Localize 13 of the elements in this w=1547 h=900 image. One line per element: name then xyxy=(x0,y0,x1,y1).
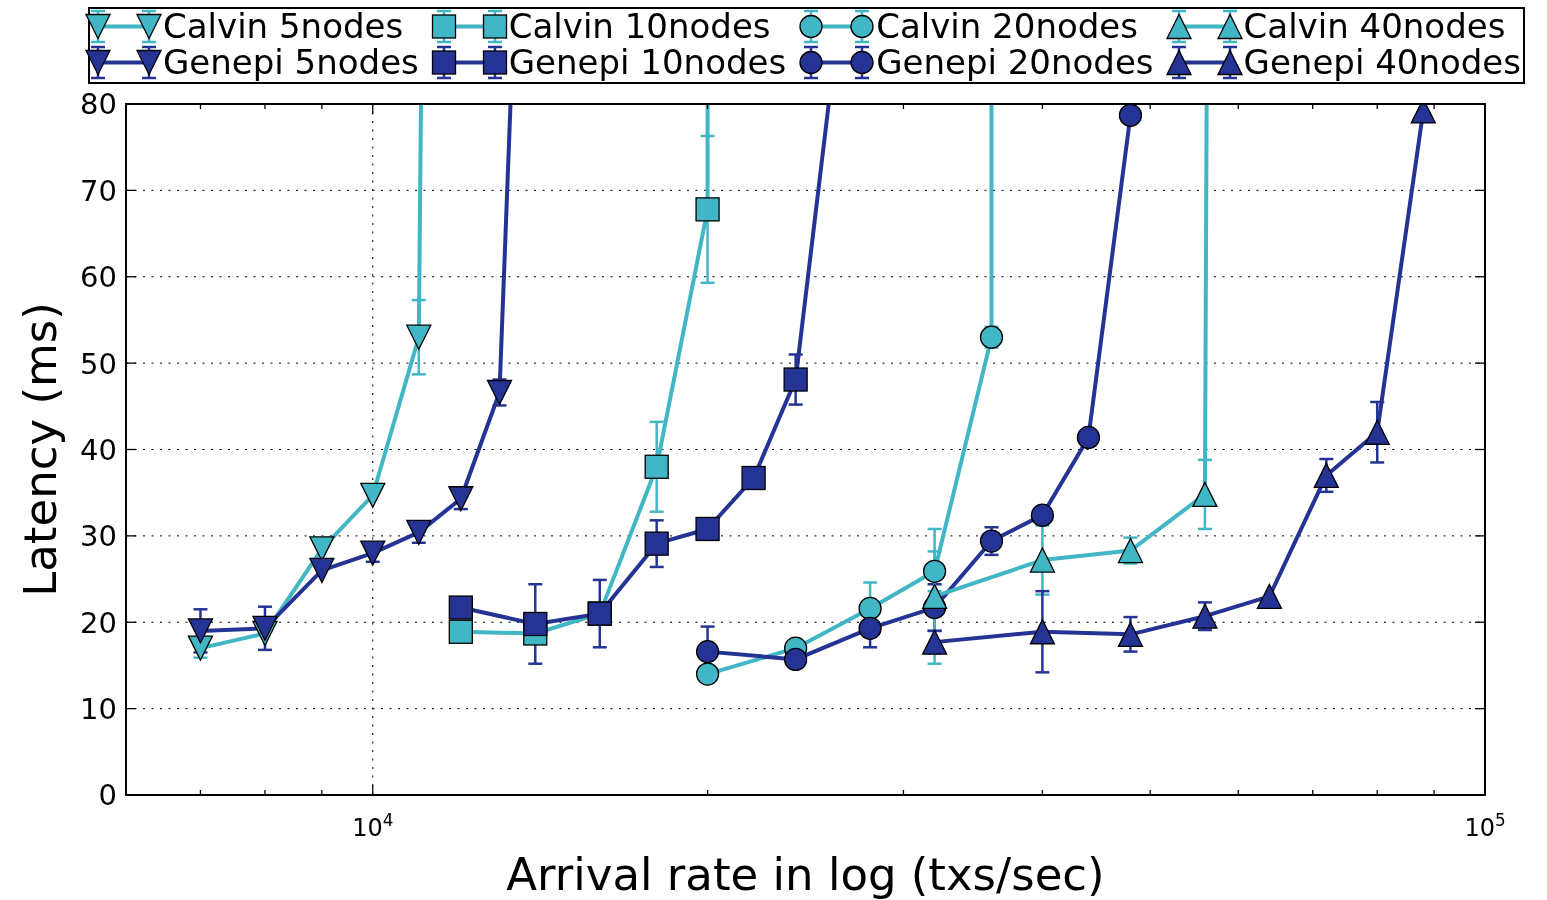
y-tick-label: 40 xyxy=(80,432,117,467)
y-tick-label: 70 xyxy=(80,173,117,208)
y-tick-label: 60 xyxy=(80,260,117,295)
y-tick-label: 20 xyxy=(80,605,117,640)
y-tick-label: 50 xyxy=(80,346,117,381)
y-axis-title: Latency (ms) xyxy=(14,302,67,597)
y-tick-label: 80 xyxy=(80,87,117,122)
x-axis-title: Arrival rate in log (txs/sec) xyxy=(506,848,1105,900)
x-tick-label: 10$^{5}$ xyxy=(1464,810,1506,842)
y-tick-label: 30 xyxy=(80,519,117,554)
y-tick-label: 0 xyxy=(98,778,117,813)
x-tick-label: 10$^{4}$ xyxy=(352,810,394,842)
y-tick-label: 10 xyxy=(80,692,117,727)
